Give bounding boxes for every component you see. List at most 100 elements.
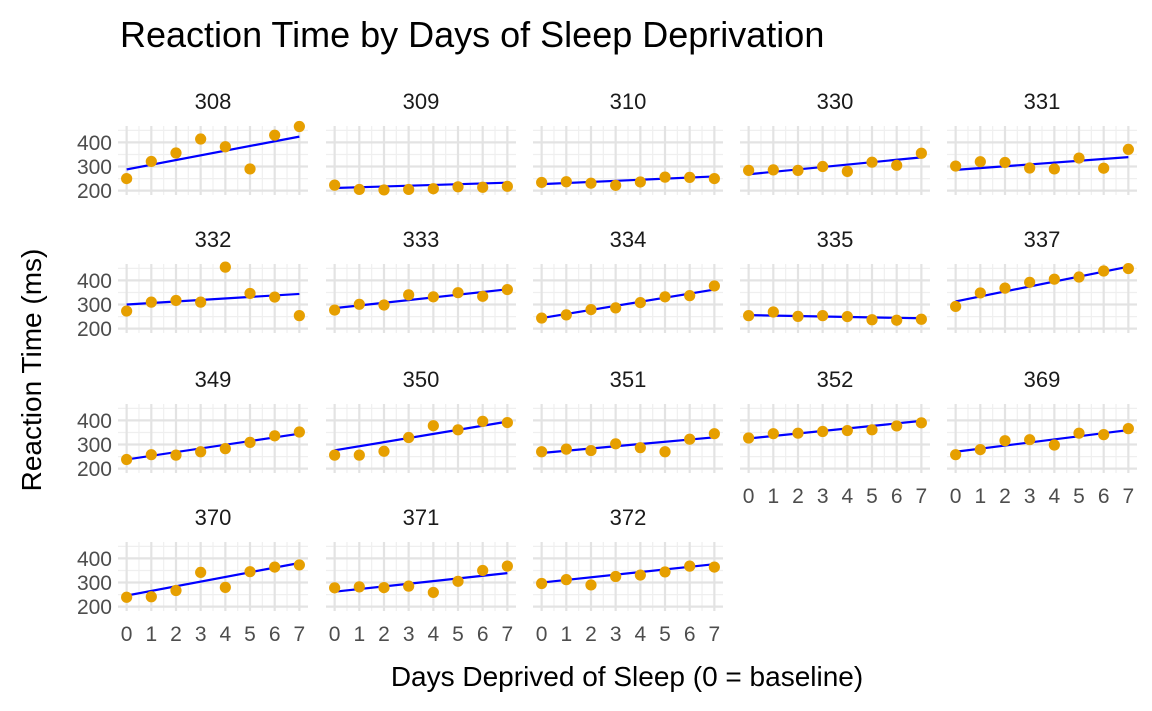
facet-label-332: 332: [195, 227, 232, 252]
x-tick-label: 1: [145, 623, 157, 646]
minor-grid: [326, 542, 516, 611]
data-point-371-day-4: [427, 586, 439, 599]
data-point-331-day-1: [974, 156, 986, 168]
data-point-335-day-4: [841, 310, 853, 323]
x-tick-label: 6: [477, 623, 489, 646]
data-point-372-day-6: [684, 560, 696, 572]
fit-line-331: [955, 156, 1129, 172]
facet-panel-330: 330: [740, 89, 930, 195]
x-tick-label: 3: [1024, 485, 1036, 508]
data-point-351-day-4: [634, 442, 646, 454]
data-point-351-day-3: [610, 438, 622, 450]
data-point-334-day-3: [610, 302, 622, 314]
y-tick-label: 400: [77, 548, 112, 571]
minor-grid: [533, 264, 723, 333]
data-point-369-day-3: [1024, 434, 1036, 446]
facet-panel-371: 371 0 1 2 3 4 5 6 7: [326, 505, 516, 646]
data-point-309-day-5: [452, 181, 464, 193]
data-point-372-day-7: [708, 561, 720, 573]
data-point-349-day-2: [170, 449, 182, 461]
x-axis-title: Days Deprived of Sleep (0 = baseline): [391, 661, 863, 692]
data-point-330-day-2: [792, 164, 804, 176]
data-point-331-day-4: [1048, 163, 1060, 175]
data-point-335-day-2: [792, 310, 804, 322]
data-point-310-day-7: [708, 172, 720, 185]
data-point-333-day-0: [329, 304, 341, 316]
x-tick-label: 1: [767, 485, 779, 508]
x-tick-label: 1: [974, 485, 986, 508]
y-tick-label: 200: [77, 596, 112, 619]
x-tick-label: 7: [502, 623, 514, 646]
facet-panel-350: 350: [326, 367, 516, 473]
x-tick-label: 0: [743, 485, 755, 508]
data-point-371-day-2: [378, 581, 390, 594]
minor-grid: [947, 404, 1137, 473]
x-tick-label: 7: [1123, 485, 1135, 508]
x-tick-label: 7: [709, 623, 721, 646]
data-point-309-day-2: [378, 184, 390, 196]
data-point-330-day-7: [915, 147, 927, 159]
data-point-310-day-0: [536, 176, 548, 189]
chart-title: Reaction Time by Days of Sleep Deprivati…: [120, 14, 824, 55]
x-tick-label: 2: [585, 623, 597, 646]
facet-label-352: 352: [817, 367, 854, 392]
facet-panel-372: 372 0 1 2 3 4 5 6 7: [533, 505, 723, 646]
major-grid: [740, 404, 930, 473]
x-tick-label: 7: [916, 485, 928, 508]
data-point-334-day-7: [708, 280, 720, 292]
data-point-330-day-4: [841, 165, 853, 177]
x-tick-label: 7: [294, 623, 306, 646]
x-tick-label: 1: [353, 623, 365, 646]
y-tick-label: 300: [77, 156, 112, 179]
data-point-332-day-1: [145, 296, 157, 308]
data-point-349-day-5: [244, 436, 256, 448]
facet-panel-351: 351: [533, 367, 723, 473]
data-point-309-day-4: [427, 183, 439, 195]
data-point-371-day-0: [329, 582, 341, 594]
data-point-350-day-1: [353, 449, 365, 461]
data-point-371-day-5: [452, 575, 464, 587]
data-point-332-day-7: [293, 310, 305, 322]
data-point-335-day-7: [915, 313, 927, 325]
data-point-309-day-6: [477, 181, 489, 193]
minor-grid: [533, 126, 723, 195]
data-point-334-day-2: [585, 303, 597, 316]
facet-label-333: 333: [403, 227, 440, 252]
data-point-350-day-6: [477, 415, 489, 427]
data-point-331-day-7: [1122, 143, 1134, 156]
facet-panel-333: 333: [326, 227, 516, 333]
minor-grid: [326, 404, 516, 473]
data-point-349-day-0: [121, 453, 133, 466]
fit-line-350: [334, 420, 508, 452]
data-point-372-day-2: [585, 579, 597, 591]
data-point-331-day-3: [1024, 162, 1036, 174]
data-point-308-day-2: [170, 147, 182, 159]
facet-label-308: 308: [195, 89, 232, 114]
data-point-372-day-4: [634, 569, 646, 581]
y-tick-label: 300: [77, 572, 112, 595]
data-point-370-day-2: [170, 584, 182, 597]
data-point-335-day-6: [891, 314, 903, 326]
data-point-352-day-3: [817, 425, 829, 438]
x-tick-label: 1: [560, 623, 572, 646]
data-point-337-day-1: [974, 287, 986, 299]
data-point-308-day-1: [145, 155, 157, 168]
data-point-349-day-4: [219, 443, 231, 455]
facet-label-370: 370: [195, 505, 232, 530]
facet-panel-335: 335: [740, 227, 930, 333]
data-point-333-day-2: [378, 299, 390, 311]
facet-label-350: 350: [403, 367, 440, 392]
data-point-370-day-5: [244, 566, 256, 578]
x-tick-label: 5: [659, 623, 671, 646]
data-point-337-day-2: [999, 282, 1011, 294]
data-point-337-day-3: [1024, 276, 1036, 288]
x-tick-label: 0: [536, 623, 548, 646]
data-point-333-day-4: [427, 291, 439, 303]
data-point-351-day-5: [659, 446, 671, 458]
x-tick-label: 4: [427, 623, 439, 646]
data-point-333-day-1: [353, 298, 365, 310]
facet-label-337: 337: [1024, 227, 1061, 252]
data-point-310-day-5: [659, 171, 671, 183]
